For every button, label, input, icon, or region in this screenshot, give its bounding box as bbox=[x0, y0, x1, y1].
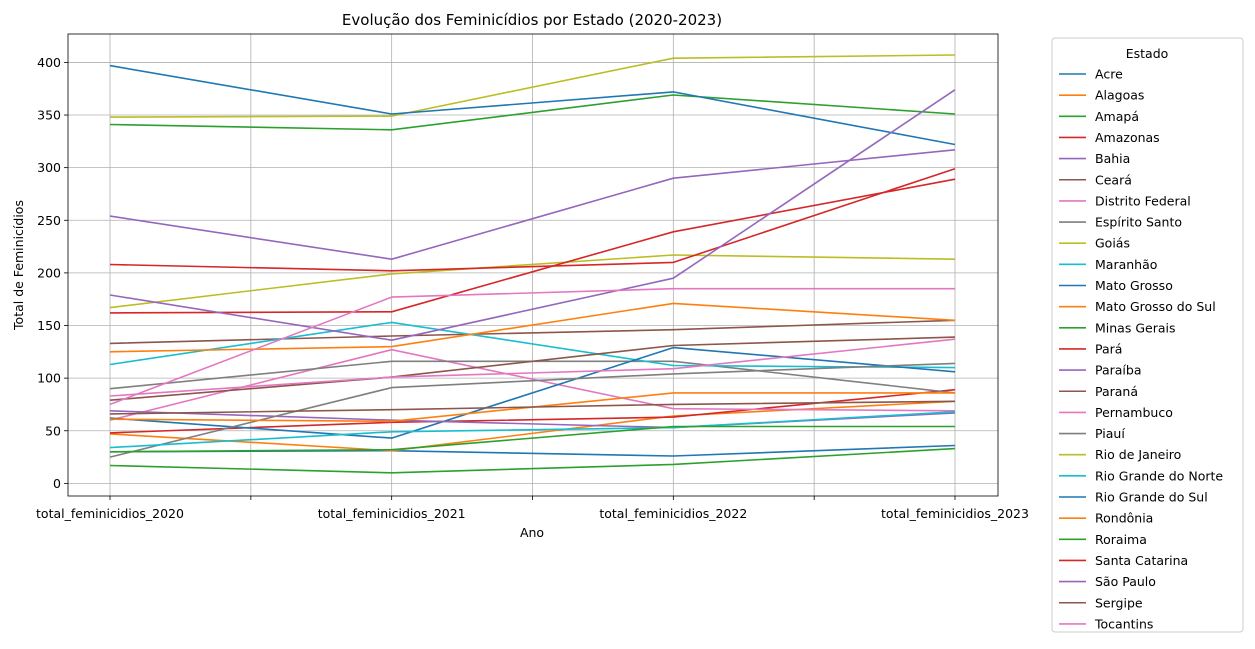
series-line bbox=[109, 411, 956, 449]
legend-label: Roraima bbox=[1095, 532, 1147, 547]
legend-label: Goiás bbox=[1095, 236, 1130, 251]
series-line bbox=[109, 287, 955, 406]
legend-label: Rio Grande do Sul bbox=[1095, 490, 1208, 505]
legend-label: Pernambuco bbox=[1095, 405, 1173, 420]
y-tick-label: 400 bbox=[37, 55, 61, 70]
y-axis-title: Total de Feminicídios bbox=[11, 200, 26, 331]
legend: Estado Acre Alagoas Amapá Amazonas Bahia Cear… bbox=[1051, 37, 1244, 633]
series-line bbox=[109, 149, 956, 261]
legend-label: Rondônia bbox=[1095, 511, 1153, 526]
series-lines bbox=[109, 54, 956, 474]
series-line bbox=[109, 302, 956, 353]
y-tick-label: 300 bbox=[37, 160, 61, 175]
series-line bbox=[109, 425, 955, 453]
legend-label: Pará bbox=[1095, 341, 1122, 356]
plot-area-frame bbox=[67, 33, 999, 497]
legend-label: Mato Grosso do Sul bbox=[1095, 299, 1216, 314]
series-line bbox=[109, 336, 956, 401]
legend-label: Paraíba bbox=[1095, 363, 1142, 378]
legend-label: Amazonas bbox=[1095, 130, 1160, 145]
legend-label: Rio de Janeiro bbox=[1095, 447, 1181, 462]
x-tick-label: total_feminicidios_2023 bbox=[881, 506, 1029, 521]
x-tick-label: total_feminicidios_2020 bbox=[36, 506, 184, 521]
series-line bbox=[109, 319, 956, 345]
series-line bbox=[109, 362, 956, 458]
y-tick-label: 50 bbox=[45, 423, 61, 438]
series-line bbox=[109, 167, 956, 272]
legend-label: Distrito Federal bbox=[1095, 193, 1191, 208]
legend-label: Paraná bbox=[1095, 384, 1138, 399]
legend-label: Espírito Santo bbox=[1095, 215, 1182, 230]
x-tick-label: total_feminicidios_2022 bbox=[599, 506, 747, 521]
y-axis: 0 50 100 150 200 250 300 350 400 bbox=[37, 55, 68, 491]
y-tick-label: 350 bbox=[37, 108, 61, 123]
series-line bbox=[109, 64, 956, 146]
legend-label: Alagoas bbox=[1095, 88, 1144, 103]
series-line bbox=[109, 346, 956, 439]
series-line bbox=[109, 89, 956, 342]
legend-label: Santa Catarina bbox=[1095, 553, 1188, 568]
series-line bbox=[109, 254, 956, 309]
grid-lines bbox=[68, 34, 998, 496]
legend-label: Minas Gerais bbox=[1095, 320, 1176, 335]
legend-label: Mato Grosso bbox=[1095, 278, 1173, 293]
legend-label: Ceará bbox=[1095, 172, 1132, 187]
legend-frame bbox=[1051, 37, 1244, 633]
legend-label: Maranhão bbox=[1095, 257, 1157, 272]
legend-label: Piauí bbox=[1095, 426, 1125, 441]
legend-title: Estado bbox=[1126, 46, 1169, 61]
y-tick-label: 200 bbox=[37, 265, 61, 280]
legend-label: Rio Grande do Norte bbox=[1095, 468, 1223, 483]
legend-label: Amapá bbox=[1095, 109, 1139, 124]
legend-label: Tocantins bbox=[1094, 616, 1153, 631]
legend-items: Acre Alagoas Amapá Amazonas Bahia Ceará Distri… bbox=[1059, 67, 1223, 631]
series-line bbox=[109, 54, 956, 118]
legend-label: Sergipe bbox=[1095, 595, 1143, 610]
x-tick-label: total_feminicidios_2021 bbox=[318, 506, 466, 521]
series-line bbox=[109, 400, 956, 452]
y-tick-label: 250 bbox=[37, 213, 61, 228]
legend-label: Acre bbox=[1095, 67, 1123, 82]
legend-label: São Paulo bbox=[1095, 574, 1156, 589]
legend-label: Bahia bbox=[1095, 151, 1130, 166]
series-line bbox=[109, 94, 956, 131]
series-line bbox=[109, 400, 956, 415]
y-tick-label: 150 bbox=[37, 318, 61, 333]
series-line bbox=[109, 338, 956, 397]
y-tick-label: 0 bbox=[53, 476, 61, 491]
series-line bbox=[109, 348, 956, 421]
x-axis-title: Ano bbox=[520, 525, 544, 540]
x-axis: total_feminicidios_2020 total_feminicidio… bbox=[36, 496, 1029, 521]
chart-title: Evolução dos Feminicídios por Estado (20… bbox=[342, 11, 722, 29]
y-tick-label: 100 bbox=[37, 371, 61, 386]
series-line bbox=[109, 178, 956, 314]
series-line bbox=[109, 321, 956, 369]
series-line bbox=[109, 447, 956, 474]
